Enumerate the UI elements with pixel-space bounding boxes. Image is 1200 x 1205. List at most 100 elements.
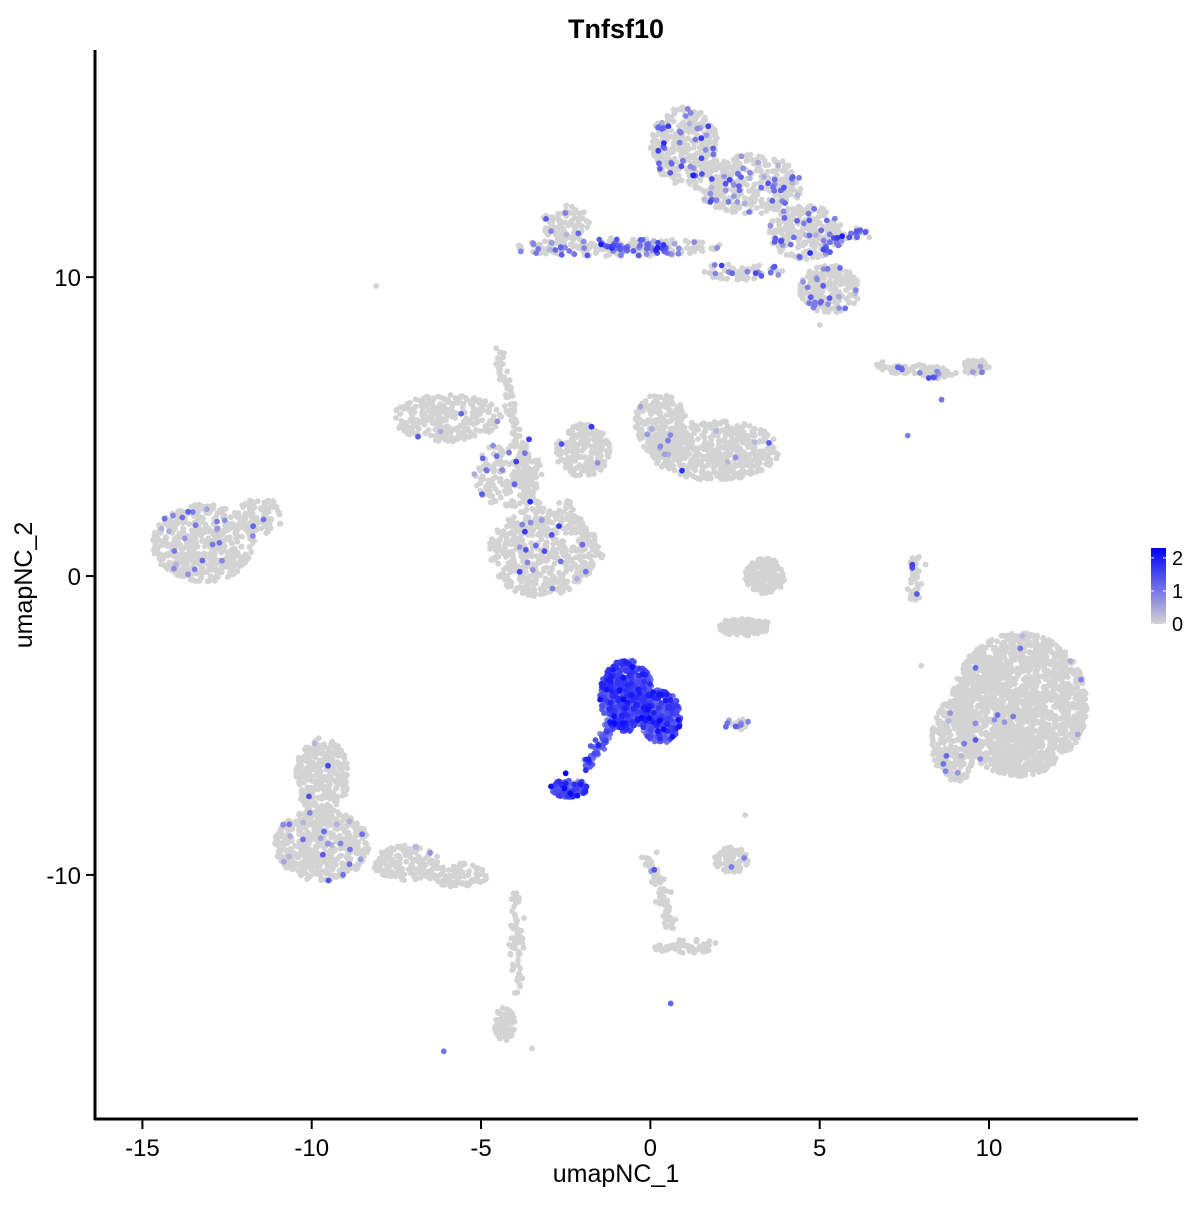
data-point (270, 504, 277, 511)
data-point (553, 449, 560, 456)
data-point (545, 513, 551, 520)
data-point (679, 104, 686, 111)
data-point (705, 462, 712, 468)
data-point (454, 427, 461, 434)
data-point (482, 398, 489, 404)
data-point (690, 455, 697, 462)
data-point (276, 511, 283, 518)
data-point (592, 440, 599, 447)
data-point (660, 133, 667, 140)
data-point (504, 583, 511, 590)
data-point (179, 546, 186, 553)
data-point (663, 392, 670, 399)
data-point (819, 288, 826, 295)
data-point (506, 519, 513, 526)
data-point (733, 155, 739, 162)
data-point (729, 446, 736, 453)
data-point (569, 448, 575, 455)
data-point (724, 453, 731, 460)
data-point (653, 416, 660, 423)
data-point (189, 576, 196, 583)
data-point (531, 593, 538, 599)
data-point (435, 437, 441, 444)
data-point (559, 584, 566, 590)
data-point (399, 420, 406, 426)
data-point (662, 161, 669, 168)
data-point (993, 764, 1000, 771)
data-point (835, 270, 842, 277)
data-point (242, 551, 249, 558)
data-point (759, 154, 765, 161)
data-point (580, 463, 587, 470)
data-point (482, 423, 489, 430)
data-point (734, 426, 741, 432)
data-point (674, 410, 680, 417)
data-point (533, 458, 540, 465)
data-point (746, 188, 752, 195)
data-point (680, 425, 687, 432)
data-point (667, 418, 674, 424)
data-point (210, 502, 217, 508)
data-point (758, 198, 764, 204)
data-point (570, 468, 577, 475)
data-point (197, 527, 203, 533)
data-point (695, 436, 701, 442)
data-point (572, 554, 579, 561)
data-point (676, 146, 682, 153)
data-point (425, 417, 432, 423)
data-point (209, 530, 216, 537)
data-point (266, 520, 273, 527)
data-point (747, 151, 754, 158)
data-point (224, 574, 231, 580)
data-point (497, 445, 503, 452)
data-point (667, 407, 674, 414)
data-point (815, 254, 821, 261)
data-point (727, 164, 733, 171)
data-point (651, 455, 658, 462)
data-point (500, 571, 507, 577)
chart-title: Tnfsf10 (568, 14, 664, 44)
data-point (823, 209, 829, 216)
data-point (528, 549, 534, 555)
data-point (692, 185, 699, 191)
data-point (743, 433, 750, 440)
data-point (246, 544, 253, 550)
data-point (500, 528, 507, 534)
data-point (212, 578, 218, 584)
data-point (401, 426, 408, 433)
data-point (530, 586, 537, 592)
data-point (535, 559, 542, 566)
data-point (227, 557, 234, 563)
data-point (588, 431, 595, 438)
data-point (529, 553, 535, 560)
data-point (164, 566, 171, 572)
data-point (522, 515, 529, 522)
data-point (669, 399, 676, 406)
data-point (708, 441, 715, 448)
data-point (576, 555, 583, 561)
data-point (574, 569, 580, 576)
data-point (476, 411, 483, 417)
data-point (181, 558, 188, 565)
data-point (783, 163, 790, 169)
data-point (434, 412, 441, 418)
data-point (686, 125, 693, 132)
data-point (219, 528, 225, 535)
data-point (571, 435, 577, 442)
data-point (198, 552, 205, 558)
data-point (178, 573, 184, 579)
data-point (572, 207, 579, 213)
data-point (713, 158, 720, 165)
data-point (509, 529, 515, 536)
data-point (796, 242, 802, 249)
data-point (447, 429, 454, 436)
data-point (686, 154, 693, 161)
data-point (543, 541, 549, 548)
data-point (427, 408, 433, 414)
data-point (254, 498, 261, 504)
data-point (821, 274, 828, 281)
data-point (690, 247, 696, 253)
data-point (837, 222, 844, 229)
data-point (579, 447, 586, 454)
data-point (551, 510, 558, 517)
